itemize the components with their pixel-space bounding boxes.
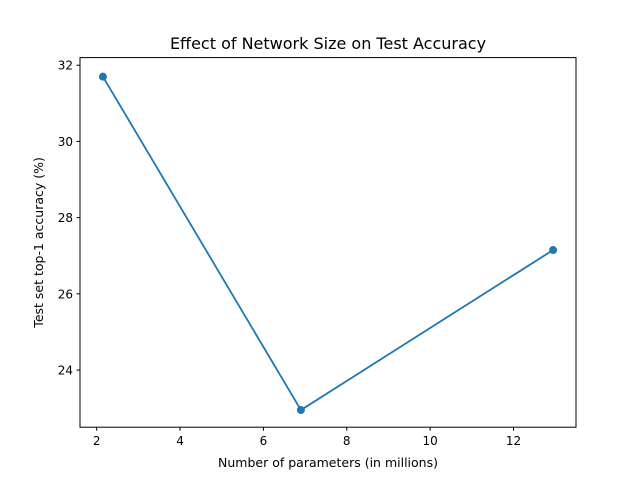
- y-axis-label: Test set top-1 accuracy (%): [31, 157, 46, 329]
- x-axis-label: Number of parameters (in millions): [218, 455, 438, 470]
- plot-area: [98, 72, 558, 415]
- x-tick-label: 8: [343, 434, 351, 448]
- chart-title: Effect of Network Size on Test Accuracy: [170, 34, 486, 53]
- y-tick-label: 32: [58, 59, 73, 73]
- x-tick-label: 12: [506, 434, 521, 448]
- x-tick-label: 10: [422, 434, 437, 448]
- y-tick-label: 30: [58, 135, 73, 149]
- data-point: [549, 246, 558, 255]
- x-tick-label: 4: [176, 434, 184, 448]
- y-tick-label: 28: [58, 211, 73, 225]
- y-axis: 24 26 28 30 32: [58, 59, 80, 378]
- axes-frame: [79, 57, 577, 428]
- x-tick-label: 6: [260, 434, 268, 448]
- x-axis: 2 4 6 8 10 12: [93, 427, 521, 448]
- data-point: [296, 406, 305, 415]
- data-point: [98, 72, 107, 81]
- x-tick-label: 2: [93, 434, 101, 448]
- y-tick-label: 26: [58, 287, 73, 301]
- y-tick-label: 24: [58, 364, 73, 378]
